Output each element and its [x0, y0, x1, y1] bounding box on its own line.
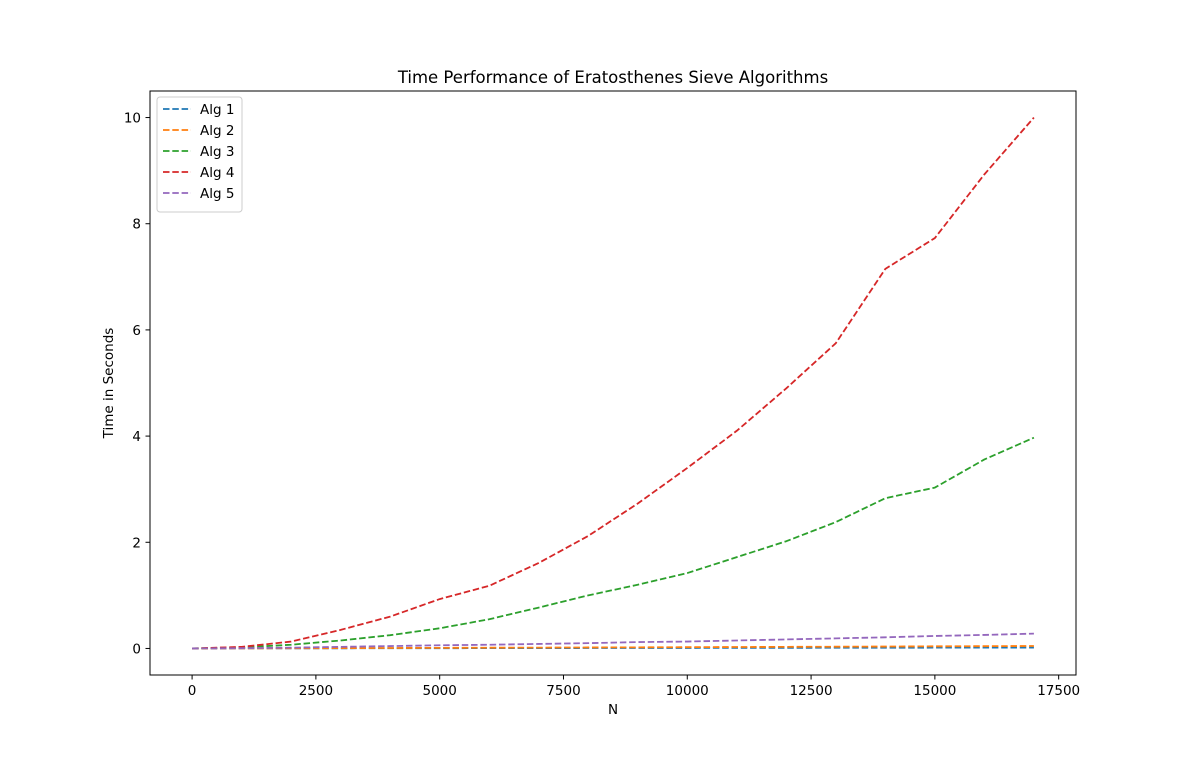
y-tick-label: 4	[132, 429, 141, 445]
series-line-alg-2	[192, 645, 1034, 650]
legend-label: Alg 1	[200, 102, 234, 118]
y-tick-label: 10	[124, 111, 141, 127]
y-tick-label: 8	[132, 217, 141, 233]
legend: Alg 1 Alg 2 Alg 3 Alg 4 Alg 5	[156, 96, 243, 213]
x-tick-label: 12500	[790, 683, 833, 699]
legend-label: Alg 2	[200, 123, 234, 139]
x-tick-label: 15000	[913, 683, 956, 699]
y-axis-label: Time in Seconds	[101, 328, 117, 440]
x-tick-label: 5000	[423, 683, 457, 699]
y-tick-label: 2	[132, 535, 141, 551]
series-line-alg-5	[192, 632, 1034, 650]
x-tick-label: 2500	[299, 683, 333, 699]
x-axis: 0 2500 5000 7500 10000 12500 15000 17500	[188, 675, 1080, 699]
x-axis-label: N	[608, 702, 618, 718]
legend-label: Alg 5	[200, 186, 234, 202]
legend-label: Alg 4	[200, 165, 234, 181]
y-axis: 0 2 4 6 8 10	[124, 111, 150, 657]
legend-box	[156, 96, 243, 213]
x-tick-label: 17500	[1037, 683, 1080, 699]
plot-frame	[149, 90, 1077, 676]
series-line-alg-3	[192, 436, 1035, 650]
x-tick-label: 7500	[546, 683, 580, 699]
series-line-alg-4	[192, 116, 1035, 650]
x-tick-label: 10000	[666, 683, 709, 699]
y-tick-label: 6	[132, 323, 141, 339]
series-layer	[192, 116, 1035, 650]
y-tick-label: 0	[132, 641, 141, 657]
chart-title: Time Performance of Eratosthenes Sieve A…	[397, 68, 828, 87]
legend-label: Alg 3	[200, 144, 234, 160]
x-tick-label: 0	[188, 683, 197, 699]
